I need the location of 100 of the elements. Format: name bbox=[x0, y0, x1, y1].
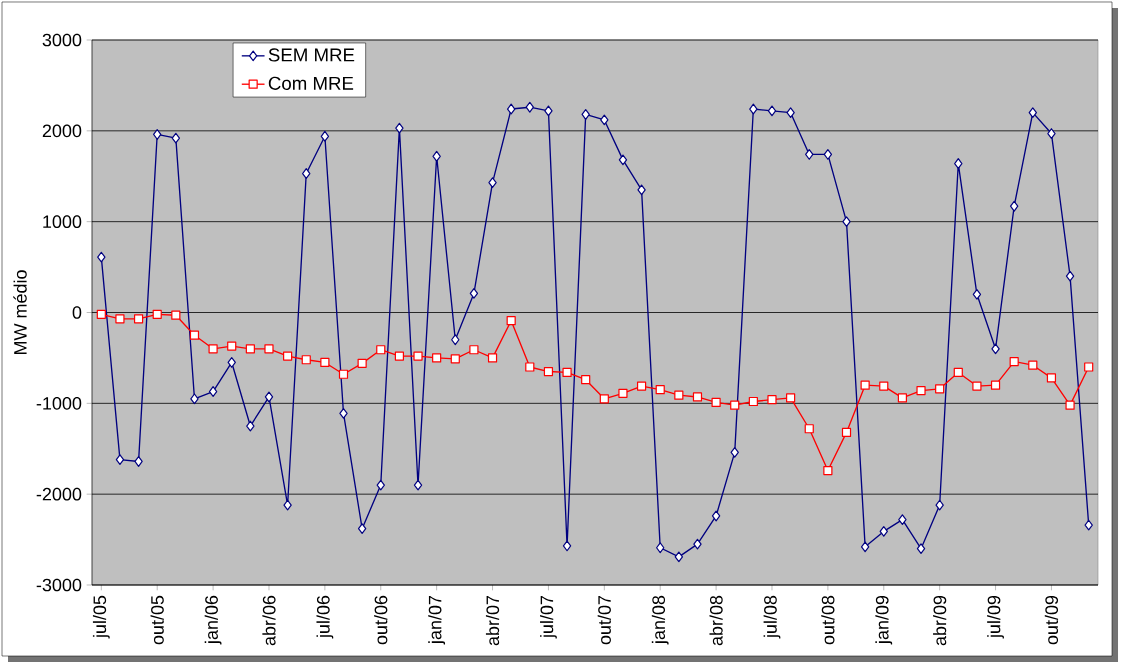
y-tick-label: -1000 bbox=[36, 396, 82, 410]
point bbox=[357, 358, 367, 368]
point bbox=[245, 344, 255, 354]
y-tick-label: 1000 bbox=[43, 215, 82, 229]
point bbox=[693, 538, 702, 550]
x-tick-label: jan/06 bbox=[204, 595, 222, 645]
point bbox=[990, 380, 1001, 390]
y-tick-label: -2000 bbox=[36, 487, 82, 501]
point bbox=[972, 288, 982, 300]
point bbox=[636, 381, 647, 391]
point bbox=[544, 105, 553, 117]
point bbox=[357, 523, 367, 535]
point bbox=[805, 149, 814, 160]
x-tick-label: abr/07 bbox=[485, 595, 500, 646]
x-tick-label: abr/08 bbox=[709, 595, 723, 646]
y-tick-label: 2000 bbox=[42, 124, 82, 138]
point bbox=[208, 344, 218, 354]
y-axis-title: MW médio bbox=[13, 270, 27, 355]
point bbox=[301, 355, 311, 365]
point bbox=[469, 288, 479, 299]
x-tick-label: jan/09 bbox=[875, 595, 893, 645]
point bbox=[134, 456, 143, 467]
point bbox=[674, 551, 684, 563]
point bbox=[674, 390, 684, 400]
point bbox=[804, 424, 814, 434]
x-tick-label: out/09 bbox=[1044, 595, 1059, 645]
point bbox=[395, 122, 404, 134]
point bbox=[1028, 360, 1038, 370]
point bbox=[302, 168, 311, 179]
x-tick-label: out/05 bbox=[150, 595, 164, 645]
legend-label: Com MRE bbox=[268, 76, 354, 90]
point bbox=[600, 114, 609, 126]
point bbox=[898, 514, 907, 525]
point bbox=[1046, 373, 1057, 383]
point bbox=[786, 107, 795, 119]
point bbox=[916, 543, 926, 555]
point bbox=[97, 251, 106, 263]
point bbox=[506, 103, 516, 115]
point bbox=[618, 388, 628, 398]
point bbox=[562, 540, 572, 552]
point bbox=[488, 177, 497, 189]
point bbox=[823, 149, 833, 160]
y-tick-label: -3000 bbox=[36, 578, 82, 592]
point bbox=[692, 392, 703, 402]
point bbox=[450, 354, 460, 364]
point bbox=[246, 420, 255, 432]
x-tick-label: jul/07 bbox=[540, 595, 557, 639]
point bbox=[841, 427, 852, 437]
point bbox=[469, 345, 479, 355]
y-tick-label: 3000 bbox=[42, 33, 82, 47]
legend-label: SEM MRE bbox=[268, 48, 355, 62]
point bbox=[842, 216, 851, 228]
point bbox=[618, 154, 628, 166]
point bbox=[1047, 128, 1056, 139]
point bbox=[320, 130, 330, 142]
x-tick-label: jul/05 bbox=[92, 595, 110, 639]
point bbox=[376, 345, 386, 355]
point bbox=[767, 395, 777, 405]
point bbox=[860, 380, 870, 390]
point bbox=[283, 351, 293, 361]
point bbox=[1084, 362, 1094, 372]
point bbox=[1065, 270, 1075, 282]
point bbox=[991, 343, 1000, 355]
point bbox=[730, 400, 740, 410]
point bbox=[711, 397, 721, 408]
point bbox=[748, 396, 758, 407]
point bbox=[711, 510, 721, 522]
point bbox=[860, 541, 870, 553]
point bbox=[972, 381, 982, 391]
point bbox=[394, 351, 404, 361]
point bbox=[264, 344, 274, 354]
point bbox=[339, 407, 348, 419]
point bbox=[487, 353, 498, 363]
point bbox=[153, 129, 162, 140]
point bbox=[730, 446, 739, 458]
point bbox=[432, 150, 441, 162]
x-tick-label: abr/09 bbox=[933, 595, 947, 646]
point bbox=[320, 357, 330, 368]
point bbox=[171, 132, 181, 144]
point bbox=[954, 158, 963, 169]
point bbox=[227, 341, 237, 351]
point bbox=[935, 499, 944, 511]
point bbox=[897, 393, 907, 403]
point bbox=[189, 330, 200, 340]
x-tick-label: out/07 bbox=[597, 595, 611, 645]
point bbox=[190, 393, 199, 405]
x-tick-label: jul/08 bbox=[763, 595, 781, 639]
point bbox=[1084, 519, 1093, 531]
point bbox=[376, 479, 385, 491]
point bbox=[152, 309, 162, 319]
point bbox=[637, 184, 646, 196]
point bbox=[264, 391, 274, 403]
point bbox=[935, 384, 945, 394]
x-tick-label: jul/09 bbox=[987, 595, 1004, 639]
point bbox=[338, 369, 349, 379]
point bbox=[543, 366, 554, 377]
point bbox=[171, 310, 181, 320]
point bbox=[115, 314, 125, 324]
point bbox=[451, 334, 460, 346]
point bbox=[581, 375, 591, 385]
